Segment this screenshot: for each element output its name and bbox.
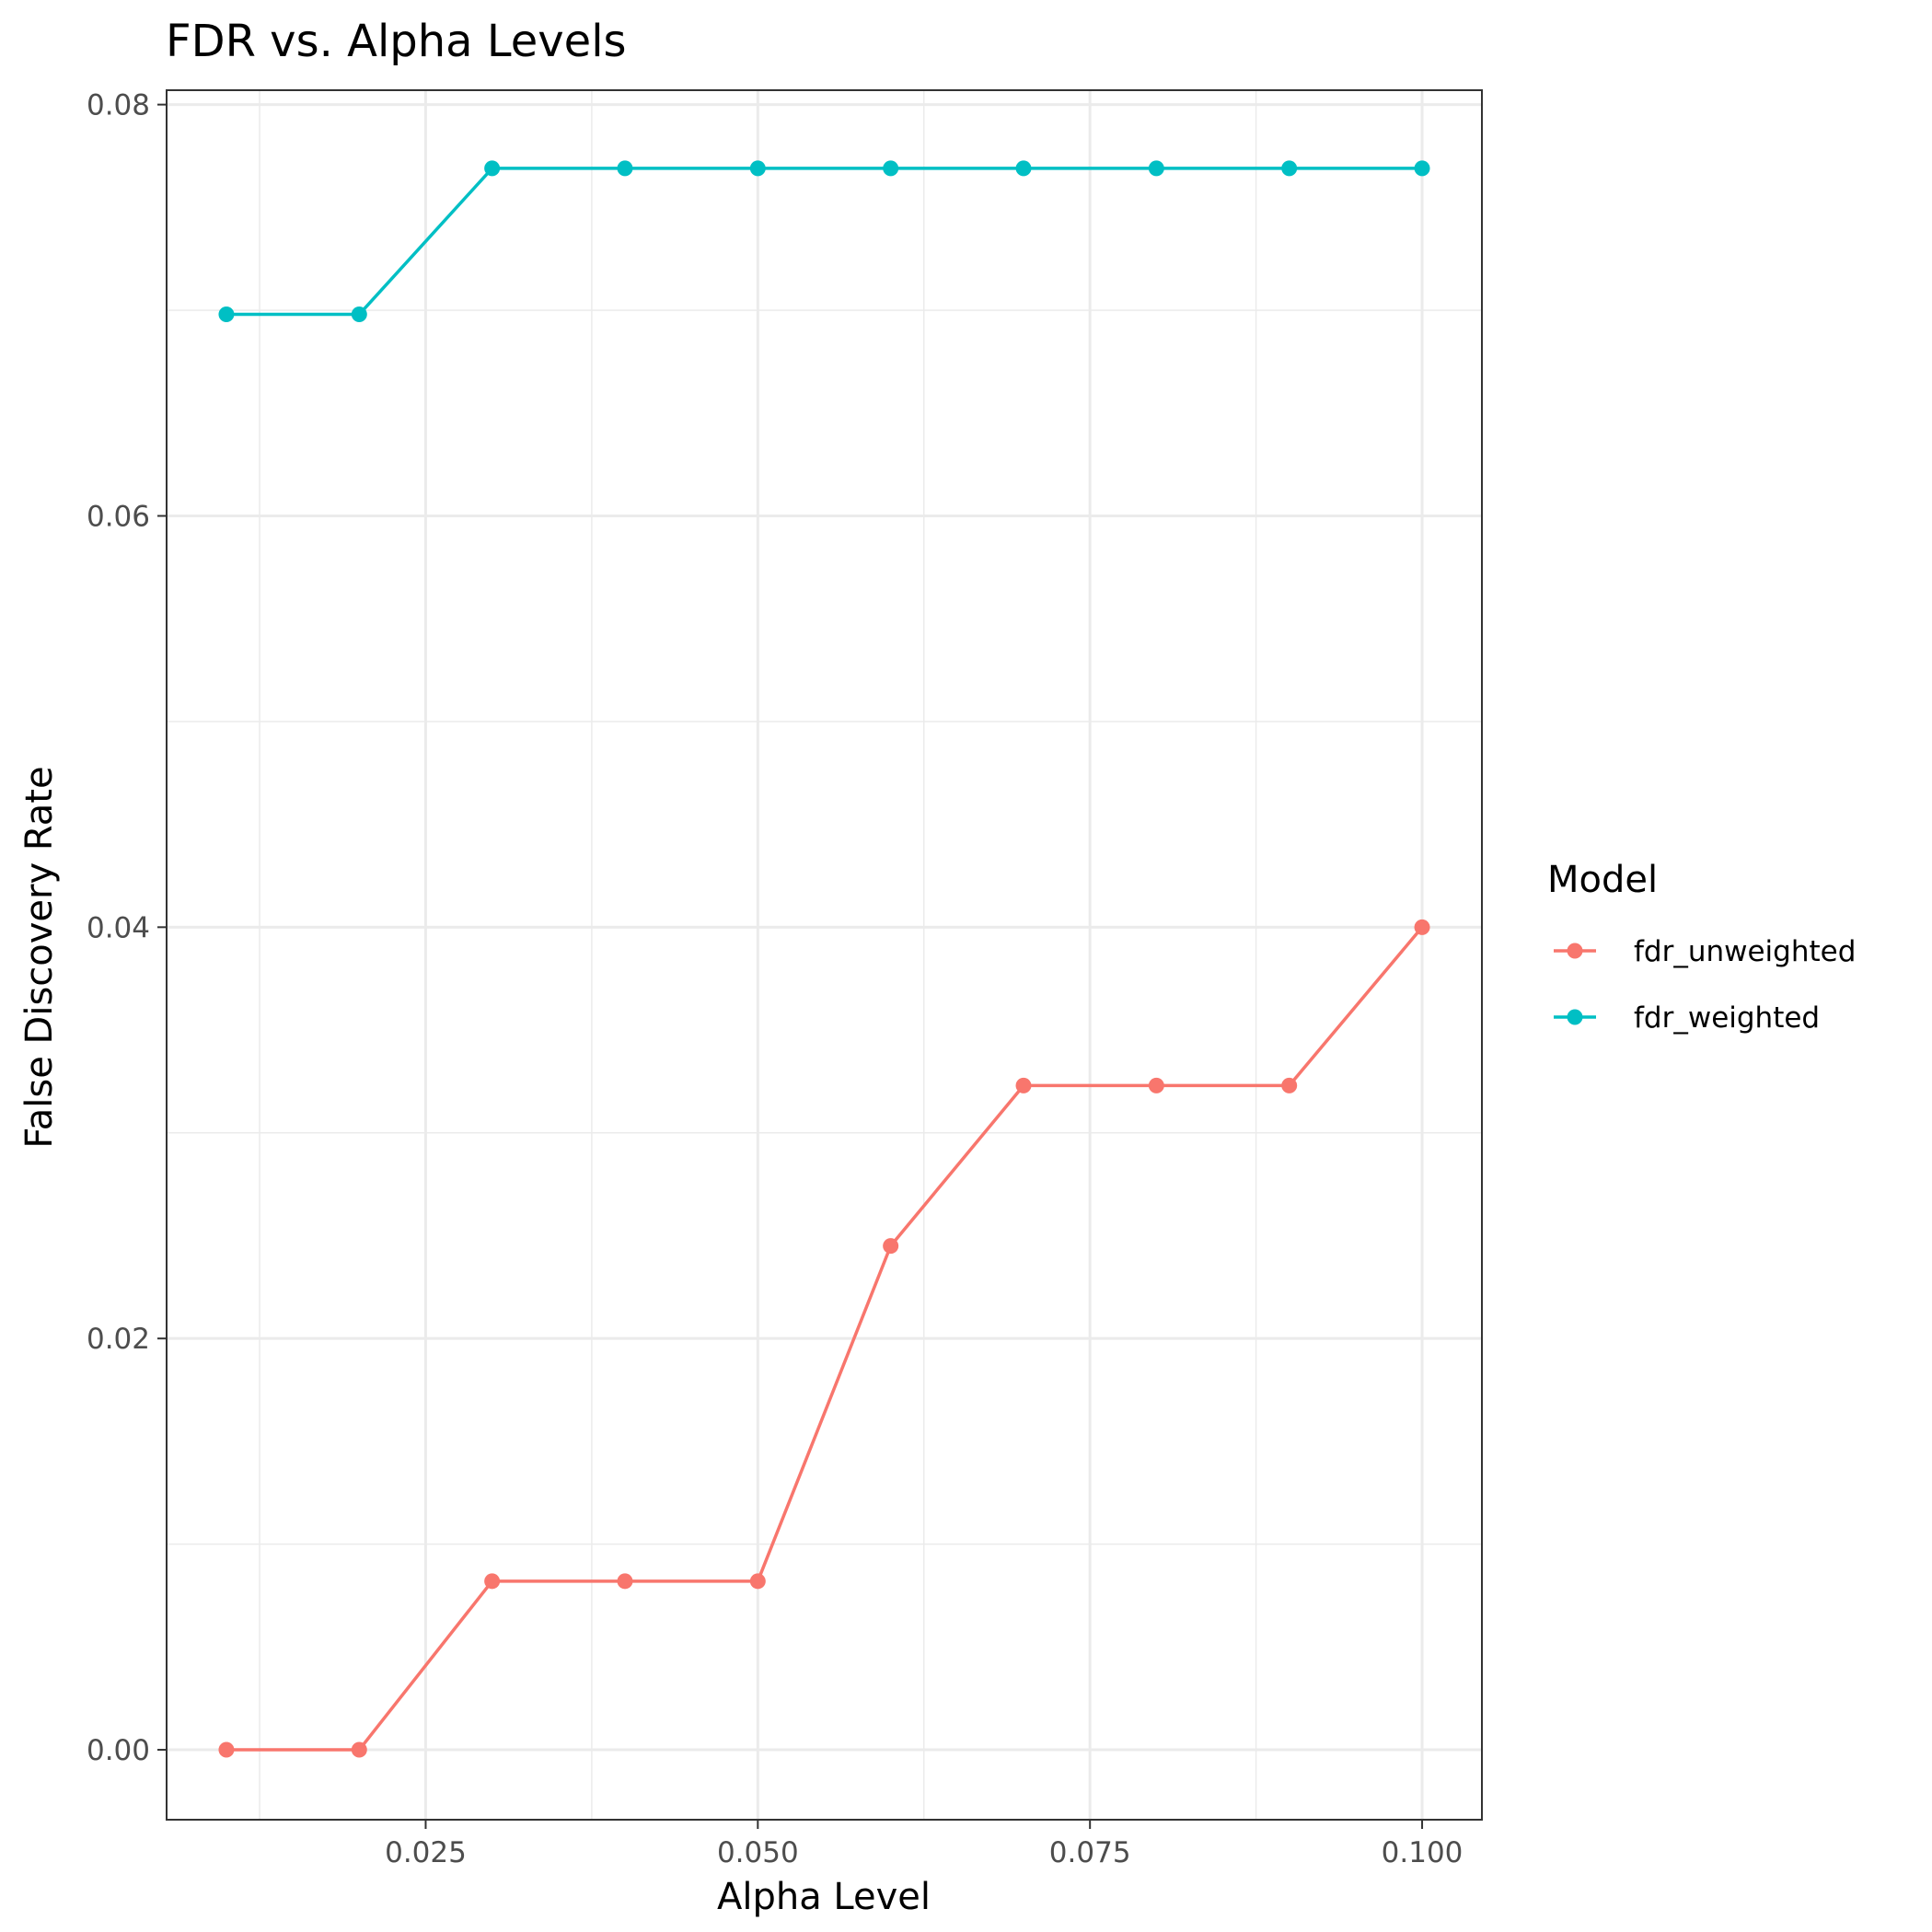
series-line-fdr_weighted [226, 167, 1423, 317]
series-layer [218, 160, 1430, 1758]
data-point-fdr_weighted [351, 307, 367, 323]
panel-border [166, 89, 1483, 1821]
chart-title: FDR vs. Alpha Levels [166, 16, 627, 67]
data-point-fdr_weighted [1281, 160, 1298, 177]
legend-label: fdr_weighted [1634, 1001, 1820, 1035]
x-tick-label: 0.025 [385, 1836, 467, 1869]
data-point-fdr_weighted [617, 160, 633, 177]
series-fdr_weighted [218, 160, 1430, 323]
data-point-fdr_weighted [484, 160, 501, 177]
y-tick-label: 0.06 [87, 500, 150, 533]
data-point-fdr_unweighted [351, 1741, 367, 1758]
y-tick-label: 0.00 [87, 1734, 150, 1767]
data-point-fdr_weighted [1015, 160, 1032, 177]
legend-label: fdr_unweighted [1634, 935, 1856, 968]
x-axis: 0.025 0.050 0.075 0.100 [385, 1820, 1463, 1869]
minor-gridlines [167, 90, 1482, 1820]
x-tick-label: 0.100 [1382, 1836, 1463, 1869]
x-axis-title: Alpha Level [717, 1876, 931, 1918]
legend-key-point [1567, 943, 1583, 959]
data-point-fdr_weighted [883, 160, 899, 177]
data-point-fdr_weighted [749, 160, 766, 177]
data-point-fdr_weighted [1148, 160, 1164, 177]
legend-key-point [1567, 1009, 1583, 1025]
data-point-fdr_unweighted [749, 1573, 766, 1590]
legend-title: Model [1547, 859, 1658, 901]
legend-item-fdr_weighted: fdr_weighted [1554, 1001, 1820, 1035]
x-tick-label: 0.050 [717, 1836, 799, 1869]
data-point-fdr_unweighted [1015, 1077, 1032, 1093]
data-point-fdr_unweighted [1148, 1077, 1164, 1093]
data-point-fdr_weighted [1414, 160, 1430, 177]
data-point-fdr_unweighted [1414, 919, 1430, 935]
data-point-fdr_weighted [218, 307, 235, 323]
y-tick-label: 0.08 [87, 89, 150, 122]
major-gridlines [167, 90, 1482, 1820]
data-point-fdr_unweighted [617, 1573, 633, 1590]
x-tick-label: 0.075 [1049, 1836, 1131, 1869]
y-tick-label: 0.02 [87, 1323, 150, 1356]
y-tick-label: 0.04 [87, 911, 150, 944]
data-point-fdr_unweighted [883, 1238, 899, 1255]
y-axis: 0.00 0.02 0.04 0.06 0.08 [87, 89, 167, 1767]
y-axis-title: False Discovery Rate [18, 766, 61, 1148]
data-point-fdr_unweighted [218, 1741, 235, 1758]
legend-item-fdr_unweighted: fdr_unweighted [1554, 935, 1856, 968]
legend: Model fdr_unweighted fdr_weighted [1547, 859, 1856, 1035]
data-point-fdr_unweighted [484, 1573, 501, 1590]
series-line-fdr_unweighted [226, 926, 1424, 1752]
data-point-fdr_unweighted [1281, 1077, 1298, 1093]
series-fdr_unweighted [218, 919, 1430, 1758]
